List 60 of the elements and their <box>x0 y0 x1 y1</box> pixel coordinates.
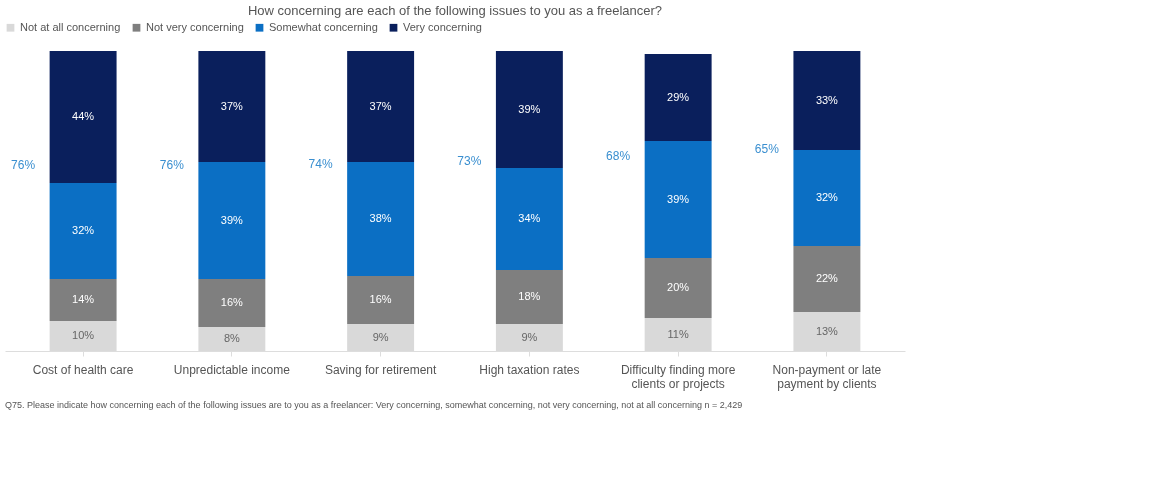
bar <box>49 183 117 279</box>
data-label: 10% <box>72 329 95 341</box>
bar <box>644 258 712 318</box>
text: Q75. Please indicate how concerning each of the following issues are to you as a freelancer: Very concerning, somewhat concerning, not very concerning, not at all concerning n = 2,429 <box>5 400 743 410</box>
bar <box>347 51 415 162</box>
x-tick-label: Difficulty finding more clients or projects <box>620 362 736 391</box>
data-label: 32% <box>815 191 839 203</box>
chart-title: How concerning are each of the following issues to you as a freelancer? <box>247 3 663 18</box>
data-label: 44% <box>72 110 95 122</box>
bar <box>793 246 861 312</box>
data-label: 16% <box>369 293 392 305</box>
legend-label: Very concerning <box>403 20 482 33</box>
data-label: 33% <box>815 93 839 106</box>
data-label: 18% <box>518 290 541 302</box>
annotation: 68% <box>606 149 631 163</box>
bar <box>49 279 117 321</box>
annotation: 65% <box>754 141 780 156</box>
data-label: 20% <box>667 281 690 293</box>
data-label: 34% <box>518 212 541 224</box>
bar <box>347 162 415 276</box>
data-label: 39% <box>518 102 541 115</box>
bar <box>198 279 266 327</box>
bar <box>793 51 861 150</box>
x-tick-label: Cost of health care <box>32 362 134 377</box>
annotation: 73% <box>457 153 482 168</box>
bar <box>644 54 712 141</box>
bar <box>198 51 266 162</box>
x-tick-label: Saving for retirement <box>324 362 437 377</box>
bar <box>495 270 563 324</box>
data-label: 32% <box>72 224 95 236</box>
bar <box>198 162 266 279</box>
data-label: 9% <box>521 330 538 343</box>
legend-label: Somewhat concerning <box>269 20 378 33</box>
data-label: 13% <box>815 324 839 337</box>
annotation: 76% <box>11 158 36 172</box>
bar <box>644 141 712 258</box>
data-label: 11% <box>667 327 689 340</box>
data-label: 29% <box>667 90 690 103</box>
x-tick-label: Unpredictable income <box>173 362 291 377</box>
data-label: 37% <box>220 99 244 112</box>
bar <box>347 276 415 324</box>
x-tick-label: High taxation rates <box>479 362 580 377</box>
annotation: 76% <box>159 158 185 172</box>
data-label: 9% <box>372 330 389 343</box>
bar <box>793 150 861 246</box>
annotation: 74% <box>308 156 333 171</box>
data-label: 22% <box>815 272 839 284</box>
legend-label: Not at all concerning <box>20 20 121 33</box>
bar <box>49 51 117 183</box>
data-label: 37% <box>369 99 392 112</box>
data-label: 38% <box>369 212 392 224</box>
data-label: 16% <box>220 296 244 308</box>
bar <box>495 51 563 168</box>
x-tick-label: Non-payment or late payment by clients <box>772 362 882 391</box>
bar <box>495 168 563 270</box>
legend-label: Not very concerning <box>146 20 244 33</box>
data-label: 39% <box>220 213 244 226</box>
data-label: 14% <box>72 293 95 305</box>
data-label: 39% <box>667 192 690 205</box>
data-label: 8% <box>223 332 241 344</box>
